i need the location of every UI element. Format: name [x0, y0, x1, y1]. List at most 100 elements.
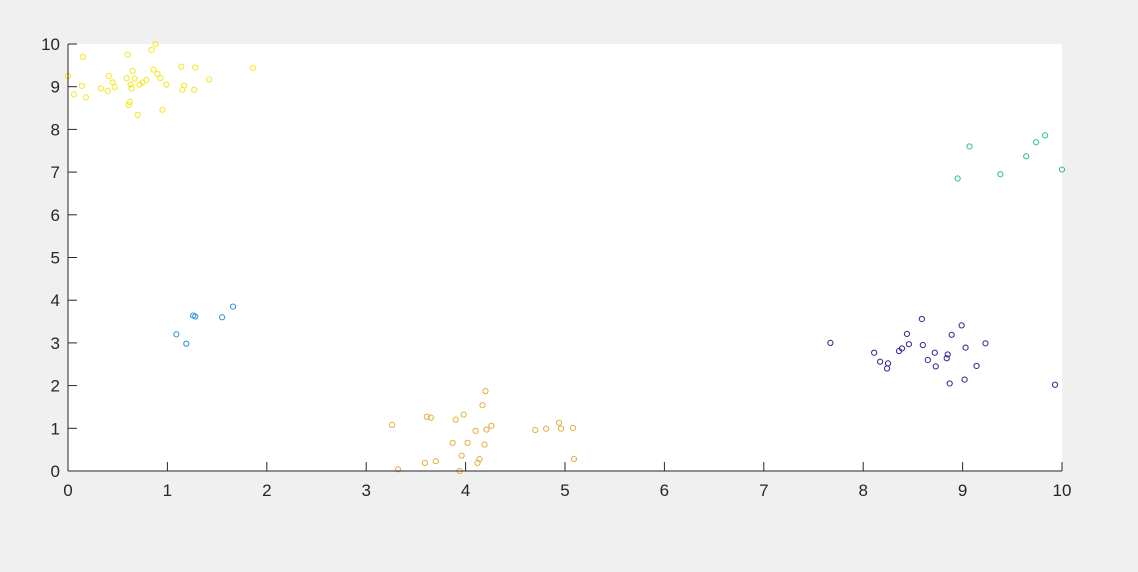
- series-0: [64, 40, 256, 118]
- data-point: [192, 313, 199, 320]
- data-point: [143, 76, 150, 83]
- data-point: [111, 84, 118, 91]
- data-point: [898, 345, 906, 352]
- data-point: [127, 81, 134, 88]
- data-point: [421, 459, 428, 466]
- data-point: [997, 171, 1004, 178]
- data-point: [206, 76, 213, 83]
- y-tick-label: 1: [51, 419, 60, 438]
- data-point: [173, 331, 180, 338]
- data-point: [924, 356, 931, 364]
- data-point: [918, 315, 925, 323]
- data-point: [543, 425, 550, 432]
- data-point: [432, 458, 439, 465]
- data-point: [128, 85, 135, 92]
- data-point: [877, 358, 884, 365]
- series-2: [388, 388, 578, 475]
- data-point: [129, 67, 136, 75]
- data-point: [460, 411, 467, 418]
- data-point: [1033, 139, 1040, 146]
- data-point: [452, 416, 459, 423]
- data-point: [157, 75, 164, 82]
- data-point: [152, 40, 159, 48]
- x-tick-label: 4: [461, 481, 470, 500]
- data-point: [961, 376, 968, 383]
- data-point: [1023, 153, 1030, 160]
- plot-area-background: [68, 44, 1062, 471]
- data-point: [557, 425, 565, 432]
- data-point: [827, 339, 834, 346]
- data-point: [884, 360, 892, 367]
- data-point: [569, 424, 577, 431]
- y-tick-label: 10: [41, 35, 60, 54]
- data-point: [78, 82, 86, 89]
- data-point: [958, 322, 965, 329]
- series-3: [954, 132, 1066, 182]
- data-point: [488, 422, 495, 429]
- data-point: [191, 86, 198, 93]
- data-point: [944, 351, 951, 358]
- data-point: [555, 419, 563, 426]
- x-tick-label: 5: [560, 481, 569, 500]
- y-tick-label: 4: [51, 291, 60, 310]
- x-tick-label: 1: [163, 481, 172, 500]
- y-tick-label: 2: [51, 377, 60, 396]
- data-point: [464, 439, 471, 446]
- y-tick-label: 9: [51, 78, 60, 97]
- data-point: [982, 340, 989, 347]
- data-point: [482, 388, 489, 395]
- data-point: [919, 341, 926, 349]
- data-point: [479, 402, 486, 409]
- data-point: [134, 111, 141, 118]
- data-point: [423, 413, 430, 420]
- data-point: [476, 455, 483, 463]
- data-point: [70, 91, 78, 98]
- data-point: [123, 75, 130, 82]
- data-point: [1042, 132, 1049, 139]
- data-point: [954, 175, 961, 182]
- x-tick-label: 6: [660, 481, 669, 500]
- y-tick-label: 6: [51, 206, 60, 225]
- y-tick-label: 0: [51, 462, 60, 481]
- data-point: [82, 94, 89, 101]
- x-tick-label: 10: [1053, 481, 1072, 500]
- data-point: [427, 414, 434, 421]
- data-point: [394, 466, 402, 473]
- data-point: [192, 64, 199, 71]
- y-tick-label: 8: [51, 120, 60, 139]
- x-axis-ticks: 0 1 2 3 4 5 6 7 8 9 10: [63, 462, 1071, 500]
- x-tick-label: 8: [858, 481, 867, 500]
- data-point: [449, 439, 456, 446]
- data-point: [943, 355, 950, 362]
- data-point: [458, 452, 465, 459]
- x-tick-label: 3: [361, 481, 370, 500]
- data-point: [903, 330, 911, 338]
- data-point: [178, 63, 185, 70]
- data-point: [905, 341, 913, 348]
- data-point: [150, 66, 157, 73]
- data-point: [1058, 166, 1066, 173]
- y-tick-label: 5: [51, 249, 60, 268]
- data-point: [104, 87, 111, 95]
- y-tick-label: 3: [51, 334, 60, 353]
- data-point: [946, 380, 953, 387]
- data-points: [64, 40, 1066, 475]
- data-point: [570, 455, 578, 463]
- data-point: [218, 314, 226, 321]
- x-tick-label: 2: [262, 481, 271, 500]
- data-point: [481, 441, 488, 448]
- data-point: [932, 363, 939, 370]
- data-point: [483, 426, 490, 433]
- data-point: [229, 303, 237, 310]
- data-point: [472, 427, 479, 434]
- data-point: [148, 46, 155, 54]
- data-point: [973, 362, 980, 370]
- data-point: [154, 70, 161, 77]
- x-tick-label: 7: [759, 481, 768, 500]
- data-point: [183, 340, 190, 347]
- series-1: [173, 303, 237, 347]
- data-point: [131, 75, 138, 82]
- x-tick-label: 0: [63, 481, 72, 500]
- series-4: [827, 315, 1059, 388]
